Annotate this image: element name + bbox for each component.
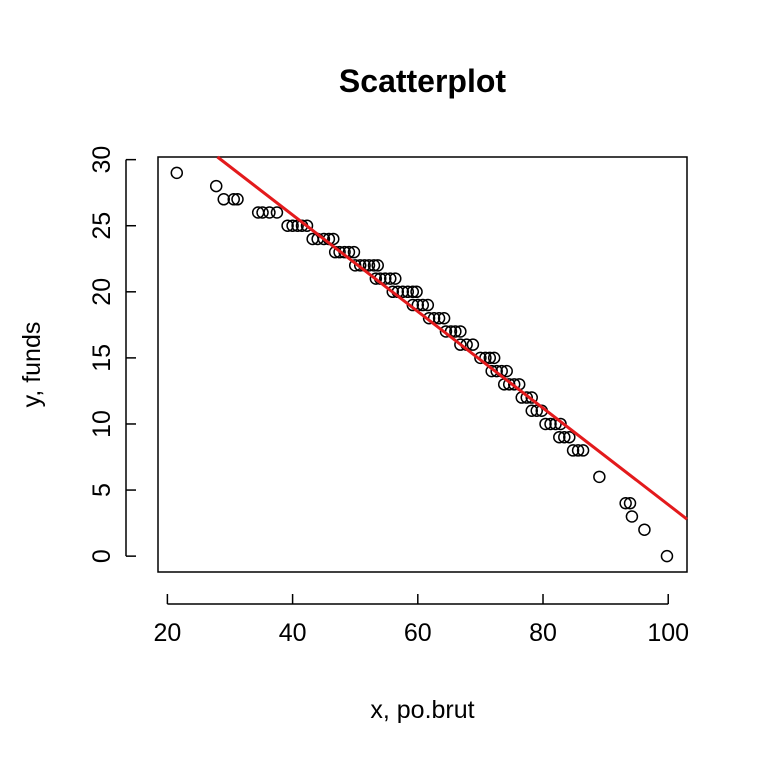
data-point (571, 444, 585, 457)
data-point (333, 245, 346, 259)
chart-title: Scatterplot (339, 63, 506, 99)
data-point (530, 404, 544, 418)
data-point (347, 245, 361, 259)
data-point (406, 285, 420, 299)
y-tick-label: 25 (88, 212, 116, 240)
x-tick-label: 40 (279, 619, 307, 647)
data-point (566, 444, 580, 457)
data-point (369, 272, 383, 285)
data-point (227, 193, 241, 206)
plot-frame (157, 156, 688, 573)
data-point (525, 404, 538, 418)
data-point (422, 311, 436, 325)
data-point (300, 219, 314, 232)
y-tick-label: 0 (88, 549, 116, 563)
x-tick-label: 60 (404, 619, 432, 647)
y-tick-label: 30 (88, 146, 116, 174)
data-point (362, 259, 376, 272)
x-tick-label: 100 (647, 619, 689, 647)
data-point (520, 391, 533, 404)
y-axis-label: y, funds (18, 322, 46, 408)
data-point (379, 272, 392, 285)
regression-line (216, 155, 688, 521)
data-point (483, 351, 497, 365)
data-point (401, 285, 415, 299)
data-point (263, 206, 276, 219)
data-point (384, 272, 397, 285)
data-point (410, 285, 423, 299)
data-point (416, 298, 430, 312)
data-point (625, 510, 639, 523)
data-point (389, 272, 402, 285)
points-layer (170, 166, 674, 563)
data-point (539, 417, 552, 431)
data-point (502, 378, 516, 391)
data-point (623, 497, 637, 510)
data-point (270, 206, 284, 219)
y-axis: 0 5 10 15 20 25 30 (88, 146, 136, 563)
data-point (353, 259, 367, 272)
data-point (553, 430, 566, 444)
data-point (487, 351, 501, 365)
data-point (660, 549, 674, 563)
data-point (558, 430, 571, 444)
data-point (231, 193, 244, 206)
data-point (421, 298, 435, 312)
data-point (544, 417, 557, 431)
data-point (371, 259, 384, 272)
data-point (209, 179, 223, 193)
data-point (439, 325, 453, 338)
data-point (593, 470, 606, 484)
y-tick-label: 15 (88, 344, 116, 372)
data-point (170, 166, 184, 180)
data-point (466, 338, 480, 351)
data-point (367, 259, 381, 272)
data-point (563, 430, 576, 444)
data-point (490, 364, 503, 378)
x-tick-label: 80 (529, 619, 557, 647)
data-point (638, 523, 651, 536)
data-point (256, 206, 269, 219)
data-point (454, 338, 467, 351)
x-axis: 20 40 60 80 100 (153, 594, 689, 647)
data-point (386, 285, 400, 299)
data-point (500, 364, 513, 378)
data-point (317, 232, 331, 246)
x-tick-label: 20 (153, 619, 181, 647)
y-tick-label: 10 (88, 410, 116, 438)
data-point (437, 311, 451, 325)
y-tick-label: 5 (88, 483, 116, 497)
data-point (286, 219, 299, 232)
data-point (507, 378, 521, 391)
y-tick-label: 20 (88, 278, 116, 306)
data-point (449, 325, 462, 338)
data-point (576, 444, 590, 457)
data-point (619, 497, 632, 510)
data-point (525, 391, 538, 404)
x-axis-label: x, po.brut (370, 696, 474, 724)
data-point (281, 219, 294, 232)
data-point (348, 259, 362, 272)
data-point (474, 351, 487, 365)
data-point (217, 193, 230, 206)
data-point (454, 325, 467, 338)
data-point (396, 285, 410, 299)
data-point (432, 311, 446, 325)
